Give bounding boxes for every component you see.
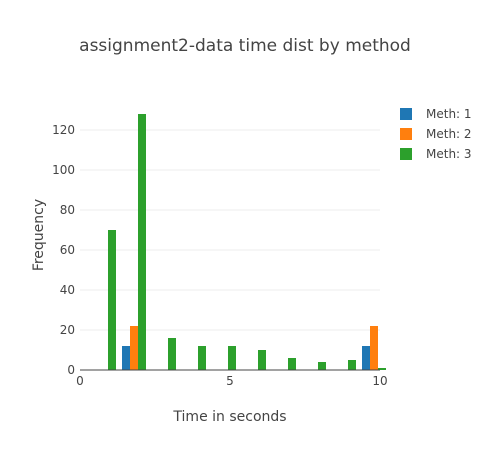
legend-item-1[interactable]: Meth: 1 — [400, 107, 472, 121]
legend-swatch — [400, 128, 412, 140]
bar-meth-3-bin-4[interactable] — [228, 346, 236, 370]
bar-meth-1-bin-9[interactable] — [362, 346, 370, 370]
legend-label: Meth: 1 — [426, 107, 472, 121]
gridlines — [80, 129, 380, 331]
y-tick-label: 40 — [60, 283, 75, 297]
y-tick-label: 100 — [52, 163, 75, 177]
bar-meth-3-bin-0[interactable] — [108, 230, 116, 370]
bar-meth-1-bin-1[interactable] — [122, 346, 130, 370]
bar-meth-3-bin-5[interactable] — [258, 350, 266, 370]
y-tick-label: 120 — [52, 123, 75, 137]
y-tick-label: 80 — [60, 203, 75, 217]
legend-swatch — [400, 108, 412, 120]
bar-meth-3-bin-7[interactable] — [318, 362, 326, 370]
bar-meth-3-bin-1[interactable] — [138, 114, 146, 370]
legend-item-3[interactable]: Meth: 3 — [400, 147, 472, 161]
x-tick-label: 0 — [76, 374, 84, 388]
x-tick-label: 5 — [226, 374, 234, 388]
bar-meth-3-bin-6[interactable] — [288, 358, 296, 370]
y-tick-labels: 0 20 40 60 80 100 120 — [52, 123, 75, 377]
y-tick-label: 60 — [60, 243, 75, 257]
legend-label: Meth: 3 — [426, 147, 472, 161]
bar-meth-2-bin-1[interactable] — [130, 326, 138, 370]
legend[interactable]: Meth: 1 Meth: 2 Meth: 3 — [400, 107, 472, 161]
bar-meth-3-bin-3[interactable] — [198, 346, 206, 370]
chart-title: assignment2-data time dist by method — [79, 36, 411, 56]
x-axis-title: Time in seconds — [172, 409, 286, 425]
bar-meth-2-bin-9[interactable] — [370, 326, 378, 370]
bar-meth-3-bin-9[interactable] — [378, 368, 386, 370]
y-tick-label: 20 — [60, 323, 75, 337]
y-tick-label: 0 — [67, 363, 75, 377]
y-axis-title: Frequency — [31, 199, 47, 271]
legend-label: Meth: 2 — [426, 127, 472, 141]
bar-meth-3-bin-2[interactable] — [168, 338, 176, 370]
x-tick-labels: 0 5 10 — [76, 374, 387, 388]
bar-meth-3-bin-8[interactable] — [348, 360, 356, 370]
bars — [108, 114, 386, 370]
legend-item-2[interactable]: Meth: 2 — [400, 127, 472, 141]
legend-swatch — [400, 148, 412, 160]
x-tick-label: 10 — [372, 374, 387, 388]
